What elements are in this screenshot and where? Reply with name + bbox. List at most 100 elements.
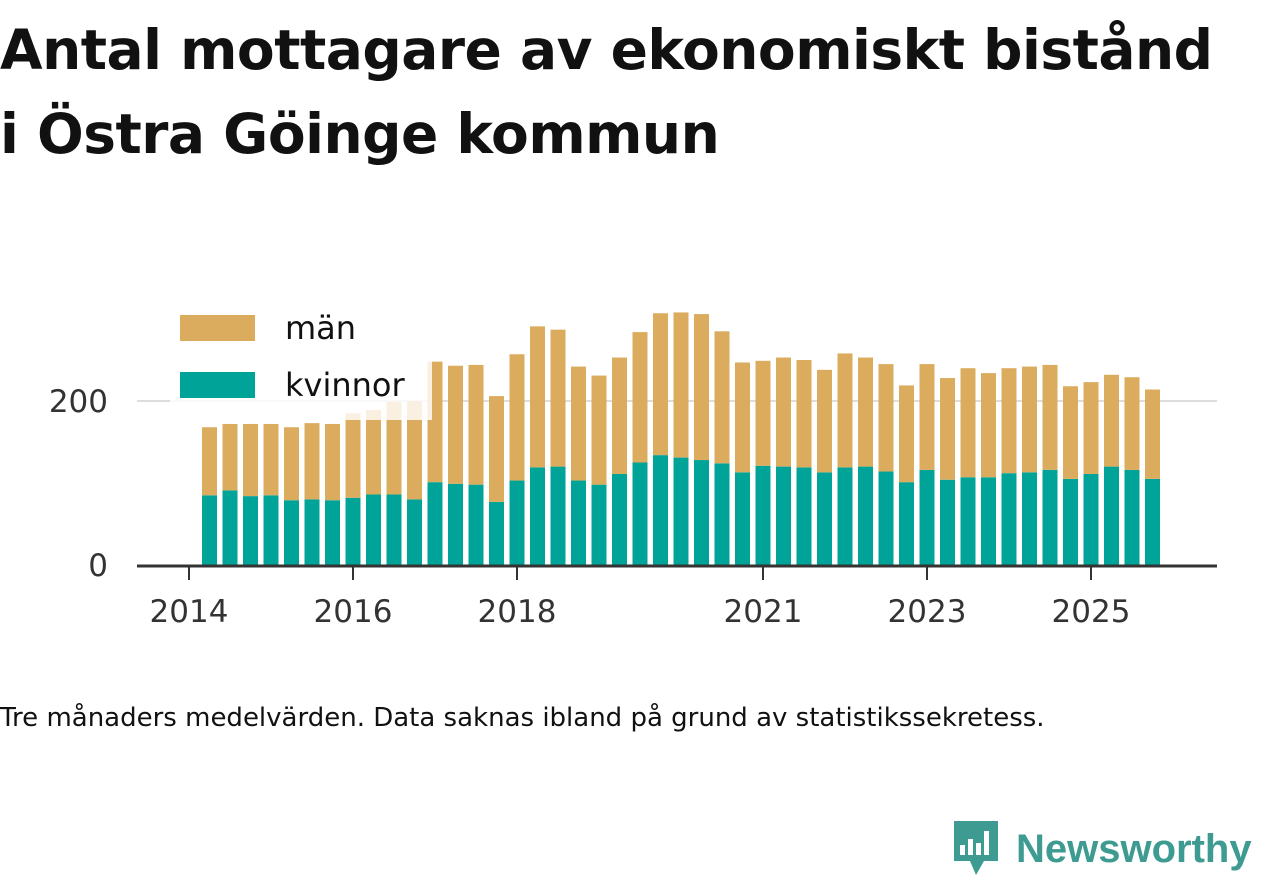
bar-man-3 <box>263 423 279 496</box>
bar-man-24 <box>694 314 709 461</box>
bar-man-45 <box>1124 377 1140 470</box>
bar-man-5 <box>304 423 320 500</box>
bar-kvinnor-41 <box>1042 469 1058 565</box>
legend: män kvinnor <box>170 305 432 420</box>
bar-kvinnor-16 <box>530 467 545 565</box>
bar-man-30 <box>817 369 832 473</box>
bar-man-15 <box>509 354 525 481</box>
bar-man-25 <box>714 331 730 464</box>
bar-kvinnor-31 <box>837 467 853 565</box>
bar-kvinnor-22 <box>653 455 668 565</box>
bars <box>202 312 1160 565</box>
bar-kvinnor-35 <box>919 469 935 565</box>
bar-kvinnor-43 <box>1083 473 1099 565</box>
bar-kvinnor-18 <box>571 480 586 565</box>
legend-swatch-man <box>180 315 255 341</box>
bar-man-16 <box>530 326 545 468</box>
bar-man-1 <box>222 423 238 491</box>
bar-man-9 <box>386 401 402 495</box>
bar-man-32 <box>858 357 873 467</box>
bar-man-8 <box>366 410 381 495</box>
chart-title: Antal mottagare av ekonomiskt bistånd i … <box>0 8 1262 176</box>
bar-man-39 <box>1001 368 1017 474</box>
x-tick-label-2016: 2016 <box>314 594 393 630</box>
bar-man-42 <box>1063 386 1078 479</box>
axes: 0 200 2014 2016 2018 2021 2023 2025 <box>49 384 1217 630</box>
bar-kvinnor-29 <box>796 467 812 565</box>
bar-man-7 <box>345 413 361 498</box>
x-tick-label-2014: 2014 <box>150 594 229 630</box>
legend-swatch-kvinnor <box>180 372 255 398</box>
bar-kvinnor-32 <box>858 466 873 565</box>
bar-kvinnor-3 <box>263 495 279 565</box>
bar-man-22 <box>653 313 668 456</box>
bar-man-17 <box>550 329 566 467</box>
bar-kvinnor-7 <box>345 497 361 565</box>
y-tick-label-0: 0 <box>88 548 108 584</box>
bar-man-44 <box>1104 374 1119 467</box>
bar-man-40 <box>1022 366 1037 473</box>
bar-man-37 <box>960 368 976 478</box>
bar-kvinnor-30 <box>817 472 832 565</box>
bar-man-4 <box>284 427 299 501</box>
bar-kvinnor-36 <box>940 479 955 565</box>
footnote: Tre månaders medelvärden. Data saknas ib… <box>0 703 1045 733</box>
bar-kvinnor-5 <box>304 499 320 565</box>
bar-kvinnor-0 <box>202 495 217 565</box>
bar-man-0 <box>202 427 217 496</box>
bar-man-26 <box>735 362 750 473</box>
bar-man-21 <box>632 332 648 463</box>
bar-kvinnor-25 <box>714 463 730 565</box>
bar-kvinnor-26 <box>735 472 750 565</box>
bar-kvinnor-14 <box>489 501 504 565</box>
bar-man-46 <box>1145 389 1160 479</box>
newsworthy-logo-icon <box>954 821 998 875</box>
chart-title-line-2: i Östra Göinge kommun <box>0 102 720 166</box>
stacked-bar-chart: män kvinnor 0 200 2014 2016 2018 2021 2023 2025 <box>49 305 1217 630</box>
bar-man-19 <box>591 375 607 485</box>
bar-kvinnor-19 <box>591 484 607 565</box>
bar-man-27 <box>755 360 771 466</box>
x-tick-label-2025: 2025 <box>1052 594 1131 630</box>
bar-kvinnor-17 <box>550 466 566 565</box>
bar-kvinnor-21 <box>632 462 648 565</box>
bar-kvinnor-39 <box>1001 473 1017 565</box>
bar-kvinnor-11 <box>427 482 443 565</box>
bar-kvinnor-44 <box>1104 466 1119 565</box>
bar-kvinnor-8 <box>366 494 381 565</box>
bar-kvinnor-9 <box>386 494 402 565</box>
bar-kvinnor-33 <box>878 471 894 565</box>
bar-kvinnor-2 <box>243 496 258 565</box>
bar-man-12 <box>448 365 463 484</box>
bar-kvinnor-38 <box>981 477 996 565</box>
bar-man-31 <box>837 353 853 468</box>
legend-label-man: män <box>285 309 356 347</box>
bar-kvinnor-40 <box>1022 472 1037 565</box>
bar-kvinnor-28 <box>776 466 791 565</box>
bar-man-43 <box>1083 382 1099 474</box>
legend-label-kvinnor: kvinnor <box>285 366 406 404</box>
bar-man-41 <box>1042 364 1058 470</box>
bar-man-10 <box>407 401 422 500</box>
bar-man-33 <box>878 364 894 472</box>
bar-kvinnor-4 <box>284 500 299 565</box>
bar-kvinnor-15 <box>509 480 525 565</box>
bar-kvinnor-37 <box>960 477 976 565</box>
bar-man-2 <box>243 423 258 497</box>
bar-man-13 <box>468 364 484 485</box>
bar-kvinnor-13 <box>468 484 484 565</box>
bar-kvinnor-20 <box>612 473 627 565</box>
bar-kvinnor-34 <box>899 482 914 565</box>
bar-kvinnor-45 <box>1124 469 1140 565</box>
bar-kvinnor-46 <box>1145 478 1160 565</box>
x-tick-label-2023: 2023 <box>888 594 967 630</box>
bar-kvinnor-1 <box>222 490 238 565</box>
bar-kvinnor-42 <box>1063 478 1078 565</box>
brand-logo: Newsworthy <box>950 818 1252 880</box>
bar-man-29 <box>796 360 812 468</box>
y-tick-label-200: 200 <box>49 384 108 420</box>
bar-kvinnor-27 <box>755 465 771 565</box>
bar-man-38 <box>981 373 996 478</box>
bar-man-36 <box>940 378 955 480</box>
brand-name: Newsworthy <box>1016 826 1252 871</box>
